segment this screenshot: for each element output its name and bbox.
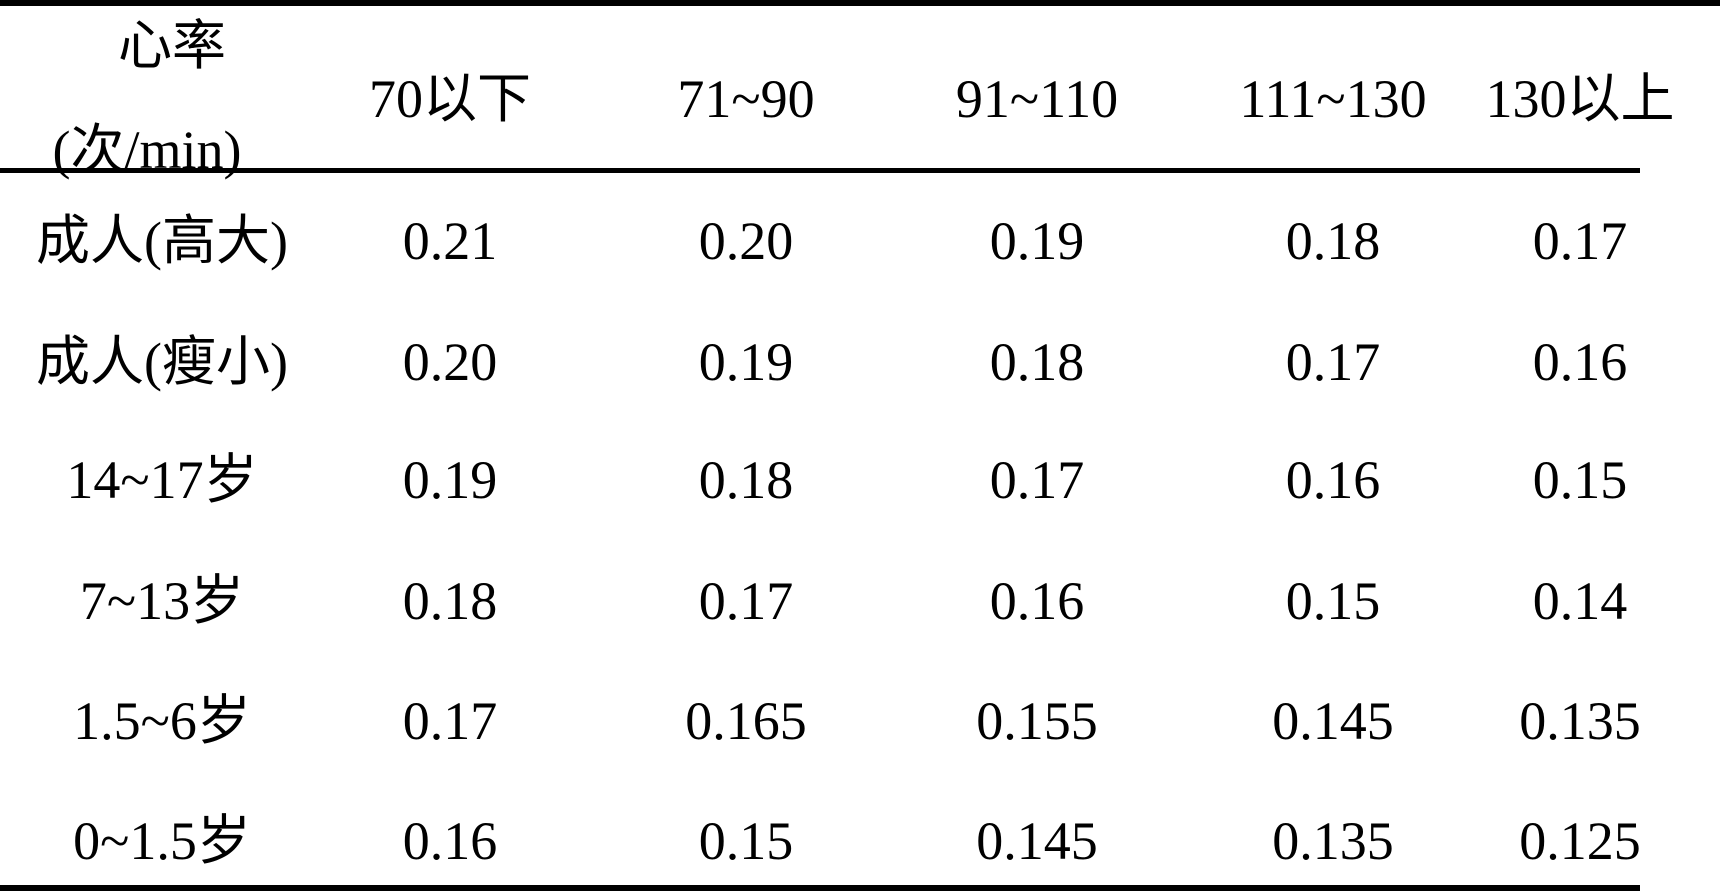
column-header: 71~90 — [677, 69, 815, 129]
bottom-rule — [0, 885, 1640, 891]
table-cell: 0.17 — [402, 691, 498, 751]
table-cell: 0.19 — [989, 211, 1085, 271]
column-header: 111~130 — [1239, 69, 1427, 129]
row-label: 0~1.5岁 — [73, 811, 251, 871]
header-rule — [0, 168, 1640, 173]
table-cell: 0.15 — [1285, 571, 1381, 631]
table-cell: 0.18 — [402, 571, 498, 631]
table-cell: 0.16 — [1532, 332, 1628, 392]
table-cell: 0.145 — [976, 811, 1098, 871]
row-label: 成人(瘦小) — [36, 332, 288, 392]
table-cell: 0.18 — [1285, 211, 1381, 271]
row-label: 14~17岁 — [66, 450, 258, 510]
table-cell: 0.165 — [685, 691, 807, 751]
table-cell: 0.14 — [1532, 571, 1628, 631]
table-cell: 0.16 — [402, 811, 498, 871]
table-cell: 0.16 — [989, 571, 1085, 631]
table-cell: 0.17 — [1285, 332, 1381, 392]
row-label: 成人(高大) — [36, 211, 288, 271]
table-cell: 0.19 — [402, 450, 498, 510]
table-cell: 0.15 — [698, 811, 794, 871]
table-cell: 0.135 — [1272, 811, 1394, 871]
table-cell: 0.20 — [402, 332, 498, 392]
table-cell: 0.18 — [698, 450, 794, 510]
row-label: 7~13岁 — [79, 571, 245, 631]
corner-unit: (次/min) — [52, 120, 242, 180]
table-cell: 0.18 — [989, 332, 1085, 392]
corner-label: 心率 — [118, 16, 226, 76]
table-cell: 0.135 — [1519, 691, 1641, 751]
table-cell: 0.19 — [698, 332, 794, 392]
table-cell: 0.20 — [698, 211, 794, 271]
column-header: 91~110 — [955, 69, 1119, 129]
table-cell: 0.17 — [698, 571, 794, 631]
table-cell: 0.145 — [1272, 691, 1394, 751]
table-cell: 0.125 — [1519, 811, 1641, 871]
column-header: 130以上 — [1485, 69, 1675, 129]
column-header: 70以下 — [369, 69, 531, 129]
row-label: 1.5~6岁 — [73, 691, 251, 751]
table-cell: 0.16 — [1285, 450, 1381, 510]
table-cell: 0.21 — [402, 211, 498, 271]
table-cell: 0.15 — [1532, 450, 1628, 510]
table-cell: 0.155 — [976, 691, 1098, 751]
table-cell: 0.17 — [989, 450, 1085, 510]
table-cell: 0.17 — [1532, 211, 1628, 271]
top-rule — [0, 0, 1720, 6]
